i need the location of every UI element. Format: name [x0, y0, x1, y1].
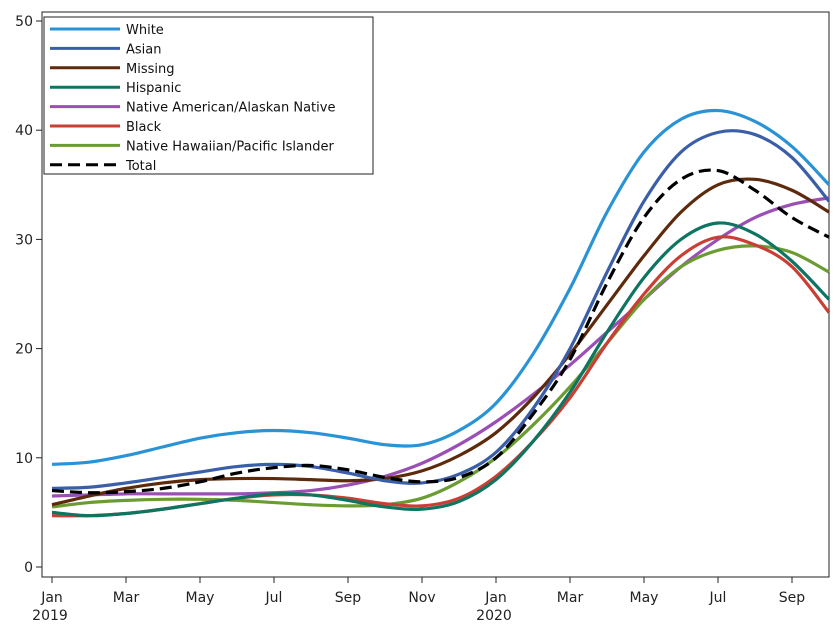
legend-box: [43, 16, 374, 175]
series-line-hispanic: [51, 221, 831, 518]
x-tick-label: Mar: [557, 590, 584, 606]
legend-label: Asian: [126, 42, 161, 57]
y-tick-label: 30: [15, 232, 33, 248]
x-tick-label: Jul: [265, 590, 283, 606]
x-tick-label: Sep: [779, 590, 806, 606]
x-tick-label: Mar: [113, 590, 140, 606]
x-tick-year-label: 2020: [476, 608, 512, 624]
legend-label: Missing: [126, 62, 174, 77]
legend-label: Native Hawaiian/Pacific Islander: [126, 139, 334, 154]
y-tick-label: 0: [24, 560, 33, 576]
x-tick-label: May: [630, 590, 659, 606]
legend-label: Black: [126, 120, 162, 135]
legend-label: White: [126, 23, 164, 38]
x-tick-label: May: [186, 590, 215, 606]
legend-label: Native American/Alaskan Native: [126, 101, 335, 116]
y-axis: 0 10 20 30 40 50: [15, 14, 42, 576]
x-tick-label: Sep: [335, 590, 362, 606]
series-line-total: [51, 168, 830, 495]
legend-label: Hispanic: [126, 81, 181, 96]
series-line-asian: [51, 129, 831, 490]
legend-label: Total: [125, 159, 156, 174]
y-tick-label: 50: [15, 14, 33, 30]
y-tick-label: 40: [15, 123, 33, 139]
x-axis: Jan 2019 Mar May Jul Sep Nov Jan 2020 Mar May Jul Se…: [32, 577, 805, 624]
plot-frame: [41, 11, 830, 578]
series-line-white: [51, 108, 831, 466]
y-tick-label: 10: [15, 451, 33, 467]
series-line-native-hawaiian-pacific-islander: [51, 244, 830, 509]
legend: White Asian Missing Hispanic Native American…: [43, 16, 374, 175]
series-line-native-american-alaskan-native: [51, 196, 830, 498]
x-tick-label: Jul: [709, 590, 727, 606]
x-tick-label: Jan: [484, 590, 507, 606]
series-lines: [51, 108, 831, 518]
x-tick-label: Jan: [40, 590, 63, 606]
series-line-missing: [51, 177, 830, 507]
x-tick-label: Nov: [408, 590, 435, 606]
y-tick-label: 20: [15, 342, 33, 358]
series-line-black: [51, 235, 831, 518]
x-tick-year-label: 2019: [32, 608, 68, 624]
